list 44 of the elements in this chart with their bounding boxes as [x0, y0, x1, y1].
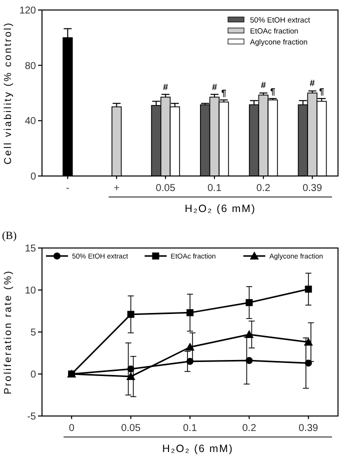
- y-tick-label: 5: [30, 328, 36, 338]
- y-axis-title: Proliferation rate (%): [3, 270, 14, 394]
- y-tick-label: 40: [24, 116, 36, 128]
- y-tick-label: -5: [27, 412, 36, 422]
- x-tick-label: +: [114, 183, 120, 194]
- annotation: ¶: [270, 86, 276, 96]
- point: [304, 338, 313, 346]
- annotation: #: [310, 78, 315, 88]
- y-tick-label: 15: [24, 244, 36, 254]
- y-tick-label: 0: [30, 172, 36, 182]
- point: [304, 360, 312, 367]
- x-tick-label: -: [66, 183, 70, 194]
- point: [246, 357, 253, 364]
- x-tick-label: 0.05: [121, 423, 141, 434]
- y-tick-label: 120: [19, 6, 36, 16]
- x-tick-label: 0.39: [302, 183, 322, 194]
- x-tick-label: 0.05: [156, 183, 176, 194]
- point: [186, 358, 194, 365]
- annotation: #: [212, 82, 217, 92]
- point: [244, 330, 254, 338]
- y-axis-title: Cell viability (% control): [3, 22, 14, 164]
- x-tick-label: 0.2: [256, 183, 271, 194]
- annotation: #: [260, 80, 266, 90]
- point: [127, 310, 134, 318]
- annotation: ¶: [319, 86, 324, 96]
- y-tick-label: 10: [24, 286, 36, 296]
- x-tick-label: 0.2: [242, 423, 257, 434]
- x-tick-label: 0.1: [183, 423, 198, 434]
- point: [126, 372, 136, 380]
- point: [304, 286, 312, 293]
- x-tick-label: 0.39: [298, 423, 319, 434]
- annotation: ¶: [221, 88, 226, 98]
- y-tick-label: 0: [30, 370, 36, 380]
- chart-title: (B): [2, 230, 17, 242]
- point: [127, 365, 134, 372]
- x-axis-title: H₂O₂ (6 mM): [162, 443, 234, 455]
- point: [186, 342, 194, 351]
- x-axis-title: H₂O₂ (6 mM): [184, 203, 256, 215]
- point: [246, 299, 253, 306]
- x-tick-label: 0: [68, 423, 75, 434]
- y-tick-label: 80: [24, 60, 36, 72]
- annotation: #: [163, 82, 168, 92]
- point: [186, 309, 194, 316]
- x-tick-label: 0.1: [208, 183, 222, 194]
